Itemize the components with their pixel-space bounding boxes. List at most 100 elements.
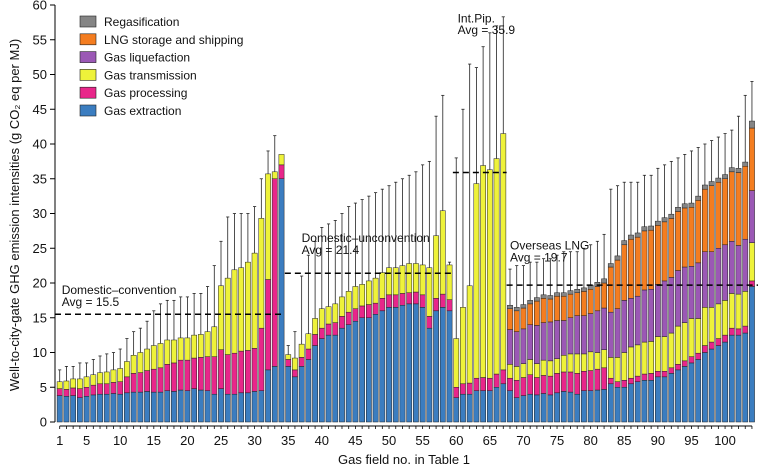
bar-segment-transmission — [258, 218, 265, 329]
bar-segment-lng — [708, 185, 715, 252]
bar-segment-liquefaction — [507, 329, 513, 365]
bar-segment-processing — [500, 369, 507, 385]
bar-segment-liquefaction — [621, 300, 628, 353]
bar-segment-processing — [63, 389, 70, 397]
x-tick-label: 80 — [583, 433, 597, 448]
bar-segment-processing — [359, 305, 366, 318]
bar-segment-regas — [621, 240, 628, 246]
bar-segment-transmission — [708, 307, 715, 343]
bar-segment-liquefaction — [688, 266, 695, 319]
bar-segment-regas — [601, 278, 607, 284]
bar-segment-extraction — [251, 391, 258, 423]
bar-segment-transmission — [453, 338, 460, 388]
x-tick-label: 30 — [247, 433, 261, 448]
legend-swatch-lng — [79, 33, 97, 46]
bar-segment-lng — [587, 289, 594, 314]
bar-segment-transmission — [204, 331, 211, 357]
bar-segment-regas — [527, 300, 534, 305]
bar-segment-extraction — [265, 369, 271, 423]
bar-segment-regas — [574, 289, 581, 293]
bar-segment-lng — [560, 295, 567, 321]
bar-segment-transmission — [224, 277, 231, 355]
bar-segment-processing — [413, 291, 419, 305]
group-annotation-text: Avg = 21.4 — [302, 243, 360, 257]
bar-segment-extraction — [594, 389, 601, 423]
bar-segment-liquefaction — [587, 313, 594, 353]
bar-segment-lng — [668, 218, 675, 278]
bar-segment-transmission — [332, 303, 339, 323]
bar-segment-processing — [164, 364, 171, 391]
bar-segment-extraction — [628, 383, 634, 423]
bar-segment-extraction — [513, 397, 520, 423]
bar-segment-extraction — [614, 387, 621, 423]
x-tick-label: 75 — [550, 433, 564, 448]
bar-segment-extraction — [648, 380, 655, 423]
bar-segment-extraction — [117, 393, 124, 423]
bar-segment-lng — [607, 266, 614, 313]
bar-segment-transmission — [285, 354, 292, 360]
bar-segment-transmission — [318, 308, 325, 329]
bar-segment-extraction — [218, 388, 224, 423]
bar-segment-extraction — [554, 392, 560, 423]
x-tick-label: 15 — [147, 433, 161, 448]
bar-segment-regas — [708, 181, 715, 186]
bar-segment-liquefaction — [567, 317, 574, 355]
bar-segment-lng — [749, 127, 755, 191]
bar-segment-regas — [735, 168, 742, 173]
bar-segment-processing — [473, 377, 480, 391]
bar-segment-liquefaction — [715, 248, 722, 305]
legend-label-liquefaction: Gas liquefaction — [104, 51, 190, 65]
error-bars — [58, 16, 754, 382]
x-tick-label: 45 — [348, 433, 362, 448]
x-tick-label: 60 — [449, 433, 463, 448]
y-tick-label: 0 — [40, 415, 47, 430]
bar-segment-regas — [722, 174, 728, 180]
bar-segment-extraction — [386, 307, 392, 423]
bar-segment-extraction — [365, 317, 372, 423]
bar-segment-processing — [124, 376, 130, 394]
bar-segment-extraction — [56, 395, 63, 423]
bar-segment-transmission — [305, 333, 312, 350]
bar-segment-processing — [171, 362, 177, 392]
bar-segment-liquefaction — [547, 321, 554, 362]
bar-segment-lng — [695, 200, 702, 264]
x-tick-label: 70 — [516, 433, 530, 448]
bar-segment-transmission — [473, 183, 480, 379]
bar-segment-processing — [117, 381, 124, 395]
bar-segment-processing — [419, 294, 426, 308]
bars — [56, 120, 755, 423]
bar-segment-extraction — [332, 334, 339, 423]
bar-segment-processing — [446, 299, 453, 312]
bar-segment-lng — [628, 238, 634, 299]
bar-segment-processing — [581, 371, 587, 391]
bar-segment-extraction — [540, 393, 547, 423]
bar-segment-transmission — [298, 343, 305, 358]
bar-segment-processing — [554, 373, 560, 394]
bar-segment-transmission — [177, 337, 184, 361]
bar-segment-lng — [601, 282, 607, 309]
bar-segment-transmission — [70, 378, 77, 389]
bar-segment-processing — [204, 356, 211, 391]
bar-segment-transmission — [722, 300, 728, 336]
bar-segment-processing — [661, 371, 668, 378]
bar-segment-extraction — [204, 390, 211, 423]
group-annotation-text: Overseas LNG — [510, 239, 589, 253]
bar-segment-transmission — [433, 235, 439, 299]
bar-segment-liquefaction — [654, 284, 661, 337]
bar-segment-extraction — [581, 390, 587, 423]
legend-label-extraction: Gas extraction — [104, 104, 181, 118]
legend-swatch-extraction — [79, 104, 97, 117]
bar-segment-processing — [97, 383, 103, 395]
bar-segment-extraction — [466, 393, 473, 423]
bar-segment-transmission — [245, 261, 251, 351]
bar-segment-transmission — [419, 264, 426, 296]
bar-segment-extraction — [675, 369, 681, 423]
bar-segment-transmission — [574, 353, 581, 374]
bar-segment-processing — [695, 352, 702, 360]
group-annotation-text: Avg = 15.5 — [62, 295, 120, 309]
bar-segment-processing — [587, 370, 594, 391]
bar-segment-processing — [607, 377, 614, 385]
bar-segment-transmission — [547, 360, 554, 377]
bar-segment-transmission — [184, 337, 191, 361]
